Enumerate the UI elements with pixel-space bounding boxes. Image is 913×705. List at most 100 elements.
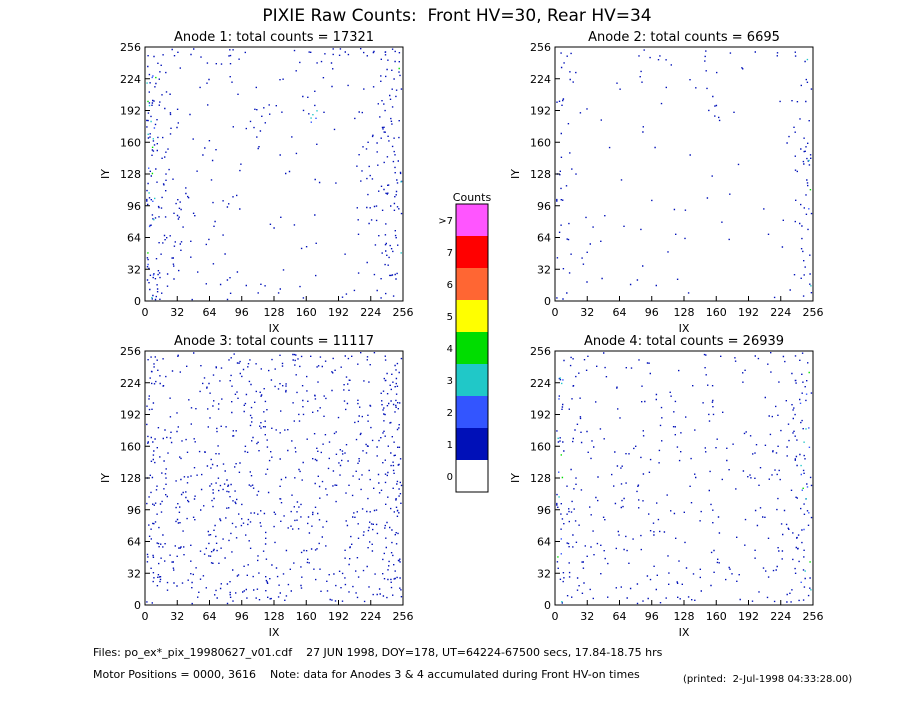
y-axis-label: IY	[99, 169, 112, 179]
colorbar-label: 7	[447, 248, 453, 259]
x-tick-label: 0	[142, 610, 149, 623]
y-tick-label: 32	[537, 263, 551, 276]
panel-title: Anode 3: total counts = 11117	[174, 334, 374, 349]
x-tick-label: 96	[645, 306, 659, 319]
footer-line: Motor Positions = 0000, 3616 Note: data …	[93, 668, 640, 681]
x-tick-label: 0	[552, 610, 559, 623]
x-tick-label: 96	[235, 306, 249, 319]
x-tick-label: 64	[613, 610, 627, 623]
x-tick-label: 128	[264, 610, 285, 623]
x-tick-label: 192	[738, 306, 759, 319]
colorbar-label: 1	[447, 440, 453, 451]
y-tick-label: 128	[530, 168, 551, 181]
count-texture	[557, 371, 811, 563]
printed-stamp: (printed: 2-Jul-1998 04:33:28.00)	[683, 674, 852, 685]
y-tick-label: 160	[120, 440, 141, 453]
colorbar-swatch	[456, 300, 488, 332]
x-tick-label: 224	[770, 306, 791, 319]
count-texture	[809, 189, 812, 191]
panel-title: Anode 4: total counts = 26939	[584, 334, 784, 349]
plot-frame	[554, 350, 814, 606]
y-tick-label: 64	[127, 536, 141, 549]
panel-title: Anode 2: total counts = 6695	[588, 30, 780, 45]
y-tick-label: 192	[530, 409, 551, 422]
colorbar-swatch	[456, 332, 488, 364]
count-texture	[146, 352, 403, 605]
colorbar-swatch	[456, 428, 488, 460]
x-tick-label: 256	[393, 610, 414, 623]
y-tick-label: 128	[120, 472, 141, 485]
main-title: PIXIE Raw Counts: Front HV=30, Rear HV=3…	[262, 6, 651, 26]
x-axis-label: IX	[269, 322, 280, 335]
colorbar-label: 4	[447, 344, 453, 355]
x-tick-label: 160	[706, 306, 727, 319]
count-texture	[806, 58, 812, 287]
x-tick-label: 192	[328, 610, 349, 623]
y-tick-label: 224	[120, 377, 141, 390]
x-axis-label: IX	[269, 626, 280, 639]
y-tick-label: 256	[120, 345, 141, 358]
y-tick-label: 96	[537, 504, 551, 517]
x-tick-label: 96	[645, 610, 659, 623]
colorbar-label: 0	[447, 472, 453, 483]
x-tick-label: 160	[706, 610, 727, 623]
count-texture	[558, 379, 811, 583]
colorbar-swatch	[456, 236, 488, 268]
y-tick-label: 224	[530, 377, 551, 390]
count-texture	[556, 352, 813, 605]
x-tick-label: 256	[393, 306, 414, 319]
y-tick-label: 96	[127, 504, 141, 517]
y-tick-label: 32	[127, 567, 141, 580]
plot-frame	[554, 46, 814, 302]
count-texture	[556, 49, 813, 300]
y-tick-label: 128	[120, 168, 141, 181]
x-tick-label: 32	[170, 610, 184, 623]
x-tick-label: 128	[264, 306, 285, 319]
y-axis-label: IY	[509, 169, 522, 179]
x-tick-label: 160	[296, 610, 317, 623]
x-tick-label: 224	[770, 610, 791, 623]
x-tick-label: 160	[296, 306, 317, 319]
y-axis-label: IY	[99, 473, 112, 483]
x-tick-label: 128	[674, 306, 695, 319]
x-tick-label: 64	[613, 306, 627, 319]
y-tick-label: 0	[544, 599, 551, 612]
x-tick-label: 192	[738, 610, 759, 623]
y-tick-label: 32	[537, 567, 551, 580]
x-tick-label: 64	[203, 306, 217, 319]
y-tick-label: 256	[120, 41, 141, 54]
colorbar-swatch	[456, 460, 488, 492]
count-texture	[147, 67, 400, 254]
colorbar-label: 5	[447, 312, 453, 323]
y-tick-label: 32	[127, 263, 141, 276]
colorbar-frame	[455, 203, 489, 493]
plot-frame	[144, 46, 404, 302]
panel-title: Anode 1: total counts = 17321	[174, 30, 374, 45]
y-tick-label: 64	[127, 232, 141, 245]
y-tick-label: 64	[537, 536, 551, 549]
y-tick-label: 192	[120, 105, 141, 118]
y-tick-label: 224	[120, 73, 141, 86]
y-tick-label: 128	[530, 472, 551, 485]
x-tick-label: 224	[360, 306, 381, 319]
y-tick-label: 0	[134, 599, 141, 612]
x-tick-label: 128	[674, 610, 695, 623]
y-tick-label: 256	[530, 41, 551, 54]
y-tick-label: 224	[530, 73, 551, 86]
x-tick-label: 0	[142, 306, 149, 319]
colorbar-label: 3	[447, 376, 453, 387]
x-axis-label: IX	[679, 626, 690, 639]
y-tick-label: 0	[544, 295, 551, 308]
footer-line: Files: po_ex*_pix_19980627_v01.cdf 27 JU…	[93, 646, 663, 659]
count-texture	[557, 377, 812, 603]
x-tick-label: 64	[203, 610, 217, 623]
y-tick-label: 256	[530, 345, 551, 358]
y-tick-label: 160	[120, 136, 141, 149]
plot-frame	[144, 350, 404, 606]
colorbar-swatch	[456, 396, 488, 428]
x-tick-label: 192	[328, 306, 349, 319]
count-texture	[146, 82, 402, 299]
x-tick-label: 0	[552, 306, 559, 319]
colorbar-label: >7	[438, 216, 453, 227]
colorbar-title: Counts	[453, 191, 492, 204]
